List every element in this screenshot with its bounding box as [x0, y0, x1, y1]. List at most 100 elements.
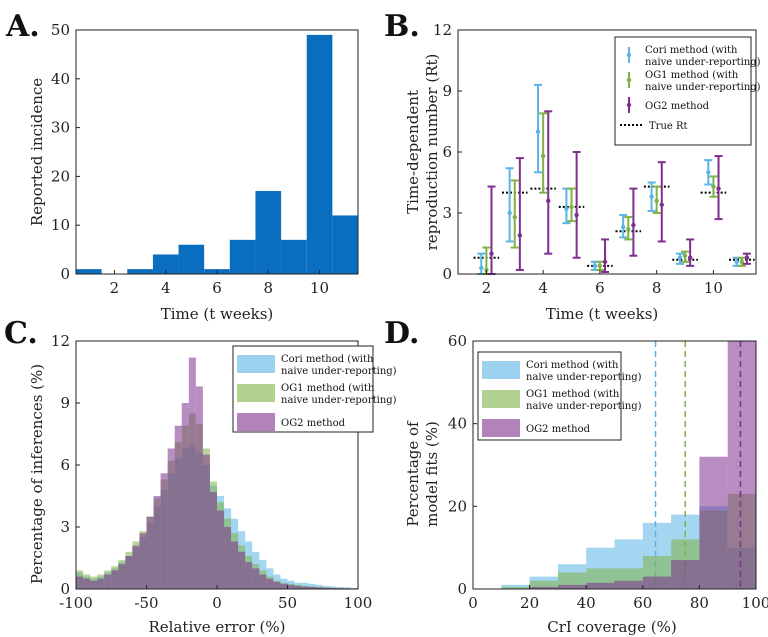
panel-c-xlabel: Relative error (%)	[149, 618, 286, 636]
c-ytick-label-4: 12	[51, 332, 70, 350]
c-bar-og2-40	[273, 581, 281, 589]
c-bar-og2-30	[259, 574, 267, 589]
point-cori-week-10	[706, 170, 711, 175]
point-og1-week-6	[597, 263, 603, 269]
d-bar-og2-60	[642, 576, 672, 589]
panel-a-xlabel: Time (t weeks)	[161, 305, 274, 323]
d-legend-label2-0: naive under-reporting)	[526, 372, 642, 383]
panel-d-plot-area: 0 20 40 60 80 100 0 20 40 60	[448, 332, 768, 612]
d-xtick-label-2: 40	[577, 594, 596, 612]
panel-d-cri-coverage-histogram: D. 0 20 40 60 80 100 0 20 40 60 Percentage of mod…	[384, 316, 768, 636]
d-bar-og2-80	[699, 456, 728, 589]
b-legend-marker-0	[626, 52, 632, 58]
c-xtick-label-4: 100	[344, 594, 373, 612]
point-og2-week-3	[517, 233, 523, 238]
c-bar-og2-65	[308, 586, 316, 589]
b-xtick-label-1: 4	[538, 279, 548, 297]
c-legend-label2-0: naive under-reporting)	[281, 366, 397, 377]
c-bar-og2-55	[294, 585, 302, 589]
bar-week-4	[152, 254, 179, 274]
b-xtick-label-2: 6	[595, 279, 605, 297]
c-legend-swatch-0	[237, 355, 275, 373]
d-bar-og1-10	[501, 586, 530, 589]
point-cori-week-8	[649, 194, 654, 199]
point-cori-week-3	[507, 210, 512, 216]
b-xtick-label-4: 10	[704, 279, 723, 297]
c-bar-og2--100	[76, 576, 84, 589]
a-ytick-label-1: 10	[51, 216, 70, 234]
panel-d-xlabel: CrI coverage (%)	[547, 618, 676, 636]
a-xtick-label-2: 6	[212, 279, 222, 297]
d-xtick-label-0: 0	[468, 594, 478, 612]
c-bar-og2-10	[231, 541, 239, 589]
d-legend-label2-1: naive under-reporting)	[526, 401, 642, 412]
point-og1-week-5	[569, 204, 574, 210]
c-xtick-label-0: -100	[59, 594, 93, 612]
c-bar-og2--85	[97, 578, 105, 589]
a-ytick-label-2: 20	[51, 167, 70, 185]
c-bar-og2-25	[252, 568, 260, 589]
d-bar-og2-30	[557, 584, 587, 589]
c-ytick-label-2: 6	[60, 456, 70, 474]
a-xtick-label-1: 4	[161, 279, 171, 297]
d-bar-og2-70	[671, 560, 700, 589]
d-legend-label-1: OG1 method (with	[526, 389, 620, 400]
point-og1-week-10	[711, 184, 716, 189]
c-bar-og2-50	[287, 584, 295, 589]
bar-week-9	[281, 239, 307, 274]
c-bar-og2--95	[83, 578, 91, 589]
d-legend-label-2: OG2 method	[526, 424, 591, 435]
c-bar-og2--15	[195, 386, 203, 589]
c-bar-og2--65	[125, 555, 133, 589]
d-xtick-label-5: 100	[742, 594, 768, 612]
point-cori-week-7	[620, 225, 626, 230]
d-bar-og2-50	[614, 580, 643, 589]
d-legend-swatch-1	[482, 390, 520, 408]
a-xtick-label-4: 10	[310, 279, 329, 297]
bar-week-10	[306, 34, 333, 274]
bar-week-5	[178, 244, 205, 274]
b-ytick-label-3: 9	[442, 82, 452, 100]
c-bar-og2-60	[301, 586, 309, 589]
a-ytick-label-5: 50	[51, 21, 70, 39]
c-xtick-label-3: 50	[278, 594, 297, 612]
point-cori-week-6	[592, 263, 597, 269]
d-legend-swatch-2	[482, 419, 520, 437]
b-xtick-label-0: 2	[482, 279, 492, 297]
panel-a-plot-area: 2 4 6 8 10 0 10 20 30 40 50	[51, 21, 359, 297]
c-legend-label-1: OG1 method (with	[281, 383, 375, 394]
c-bar-og2--30	[174, 425, 182, 589]
c-bar-og2--40	[160, 473, 168, 589]
c-bar-og2-45	[280, 583, 288, 589]
d-axes-frame	[472, 340, 757, 590]
b-ytick-label-2: 6	[442, 143, 452, 161]
c-ytick-label-3: 9	[60, 394, 70, 412]
d-ytick-label-1: 20	[448, 497, 467, 515]
c-bar-og2--5	[209, 491, 217, 589]
panel-c-relative-error-histogram: C. -100 -50 0 50 100 0 3 6 9 12 Percentage of inf…	[4, 316, 397, 636]
point-og1-week-11	[739, 259, 745, 264]
c-bar-og2-20	[245, 562, 253, 589]
b-ytick-label-0: 0	[442, 265, 452, 283]
panel-a-ylabel: Reported incidence	[28, 78, 46, 226]
d-bar-og2-40	[586, 582, 615, 589]
point-og1-week-4	[540, 153, 546, 159]
point-og2-week-11	[744, 255, 750, 260]
d-legend-label-0: Cori method (with	[526, 360, 619, 371]
c-xtick-label-1: -50	[134, 594, 158, 612]
c-bar-og2--35	[167, 448, 175, 589]
d-ytick-label-2: 40	[448, 415, 467, 433]
a-xtick-label-0: 2	[110, 279, 120, 297]
point-og1-week-3	[512, 214, 517, 220]
c-bar-og2-75	[322, 587, 330, 589]
b-ytick-label-4: 12	[433, 21, 452, 39]
point-cori-week-11	[734, 259, 739, 264]
c-bar-og2-0	[217, 510, 225, 589]
c-ytick-label-0: 0	[60, 580, 70, 598]
c-xtick-label-2: 0	[212, 594, 222, 612]
a-ytick-label-4: 40	[51, 70, 70, 88]
point-og2-week-10	[716, 186, 721, 191]
b-legend-marker-1	[626, 77, 632, 83]
